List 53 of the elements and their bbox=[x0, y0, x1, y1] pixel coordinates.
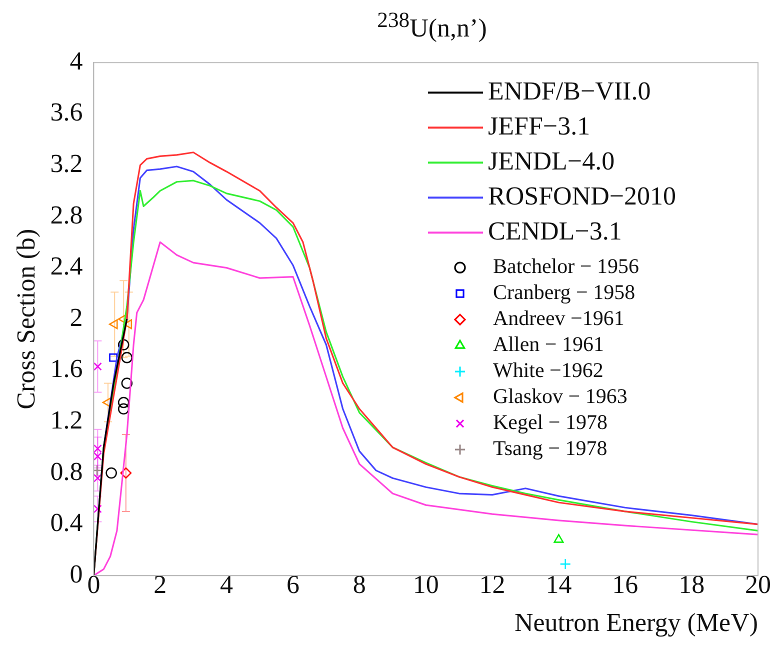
x-tick-label: 18 bbox=[678, 570, 705, 599]
legend-label: CENDL−3.1 bbox=[488, 216, 622, 246]
point bbox=[121, 377, 133, 389]
x-tick-label: 4 bbox=[220, 570, 234, 599]
legend-label: Andreev −1961 bbox=[493, 306, 624, 330]
y-tick-label: 2 bbox=[70, 302, 83, 332]
x-tick-label: 14 bbox=[546, 570, 572, 599]
legend-label: JENDL−4.0 bbox=[488, 146, 615, 176]
point bbox=[121, 352, 133, 363]
legend-label: ENDF/B−VII.0 bbox=[488, 76, 651, 106]
chart-title: $^{238}$U(n,n’) bbox=[376, 8, 488, 44]
y-tick-label: 3.2 bbox=[50, 148, 83, 178]
legend-label: Kegel − 1978 bbox=[493, 410, 608, 434]
point bbox=[102, 397, 112, 408]
y-tick-label: 0.8 bbox=[50, 456, 83, 486]
y-tick-label: 3.6 bbox=[50, 97, 83, 126]
point bbox=[108, 318, 118, 329]
point bbox=[118, 338, 130, 350]
y-tick-label: 4 bbox=[70, 46, 83, 76]
legend-label: ROSFOND−2010 bbox=[488, 181, 676, 210]
point bbox=[118, 402, 130, 414]
point bbox=[118, 314, 127, 324]
point bbox=[106, 467, 117, 478]
y-tick-label: 2.8 bbox=[50, 200, 83, 229]
point bbox=[120, 467, 132, 478]
point bbox=[554, 534, 564, 542]
point bbox=[118, 396, 130, 408]
legend-label: Glaskov − 1963 bbox=[493, 384, 628, 408]
x-tick-label: 2 bbox=[154, 570, 167, 599]
point bbox=[94, 474, 102, 482]
point bbox=[94, 362, 102, 370]
x-axis-title: Neutron Energy (MeV) bbox=[514, 608, 758, 637]
y-axis-title: Cross Section (b) bbox=[11, 228, 40, 410]
point bbox=[109, 353, 118, 362]
legend-label: White −1962 bbox=[493, 358, 604, 382]
legend-label: JEFF−3.1 bbox=[488, 111, 590, 140]
y-tick-label: 1.2 bbox=[50, 405, 83, 434]
y-tick-label: 1.6 bbox=[50, 354, 83, 383]
point bbox=[560, 558, 572, 570]
legend-label: Cranberg − 1958 bbox=[493, 280, 636, 304]
point bbox=[123, 318, 132, 329]
y-tick-label: 2.4 bbox=[50, 251, 83, 280]
legend-label: Allen − 1961 bbox=[493, 332, 604, 356]
x-tick-label: 16 bbox=[612, 570, 638, 599]
y-tick-label: 0.4 bbox=[50, 508, 83, 537]
point bbox=[94, 504, 102, 513]
x-tick-label: 8 bbox=[352, 570, 366, 599]
x-tick-label: 10 bbox=[412, 570, 439, 599]
legend-label: Tsang − 1978 bbox=[493, 436, 608, 460]
x-tick-label: 6 bbox=[286, 570, 300, 599]
x-tick-label: 20 bbox=[745, 570, 771, 599]
legend-label: Batchelor − 1956 bbox=[493, 254, 639, 278]
x-tick-label: 12 bbox=[479, 570, 506, 599]
